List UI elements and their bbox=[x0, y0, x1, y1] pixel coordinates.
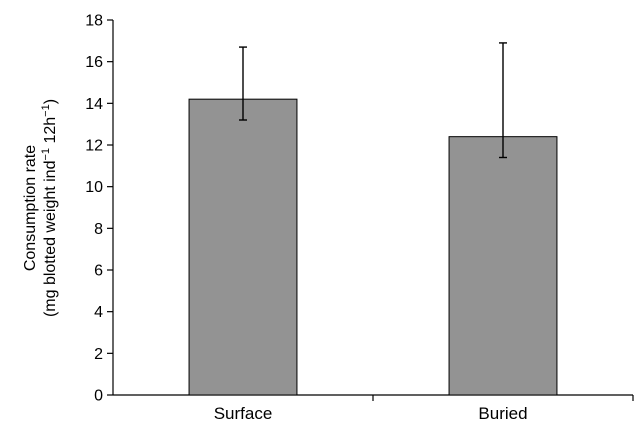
y-tick-label: 8 bbox=[94, 221, 103, 238]
error-bar-surface bbox=[239, 46, 247, 121]
bar-buried bbox=[448, 136, 558, 396]
x-ticks bbox=[372, 395, 634, 401]
y-tick-label: 4 bbox=[94, 304, 103, 321]
y-tick-label: 2 bbox=[94, 346, 103, 363]
y-axis-label-group: Consumption rate (mg blotted weight ind−… bbox=[22, 99, 59, 317]
y-tick-label: 10 bbox=[85, 179, 103, 196]
y-tick-label: 0 bbox=[94, 388, 103, 405]
y-tick-label: 16 bbox=[85, 54, 103, 71]
error-bars bbox=[239, 42, 507, 159]
y-tick-label: 18 bbox=[85, 13, 103, 30]
y-tick-label: 14 bbox=[85, 96, 103, 113]
x-category-label: Buried bbox=[478, 404, 527, 423]
y-axis-label-line2: (mg blotted weight ind−1 12h−1) bbox=[40, 99, 59, 317]
y-tick-label: 6 bbox=[94, 263, 103, 280]
category-labels: Surface Buried bbox=[214, 404, 528, 423]
y-ticks: 0 2 4 6 8 10 12 14 16 18 bbox=[85, 13, 113, 405]
bars bbox=[188, 98, 558, 396]
y-tick-label: 12 bbox=[85, 138, 103, 155]
bar-surface bbox=[188, 98, 298, 396]
x-category-label: Surface bbox=[214, 404, 273, 423]
y-axis-label-line1: Consumption rate bbox=[22, 145, 39, 271]
error-bar-buried bbox=[499, 42, 507, 159]
